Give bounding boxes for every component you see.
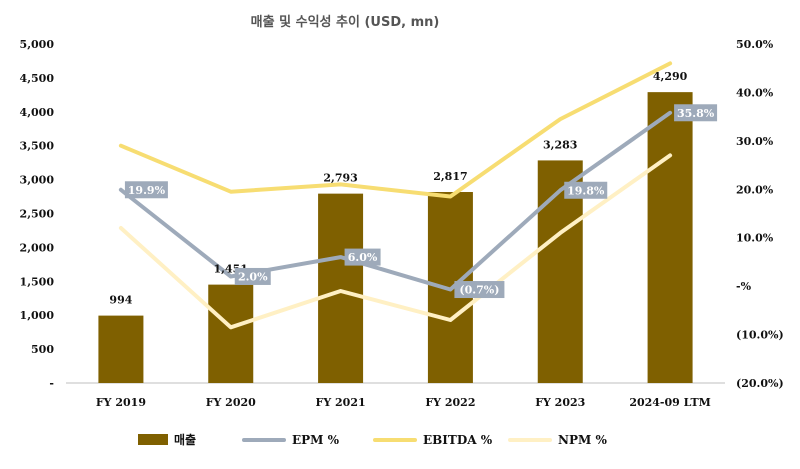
bar-data-label: 4,290 [653, 70, 688, 83]
epm-data-label: 35.8% [674, 104, 718, 122]
series-line-ebitda [118, 61, 673, 199]
series-line-epm [118, 110, 673, 292]
epm-data-labels: 19.9% 2.0% 6.0% (0.7%) 19.8% 35.8% [124, 104, 718, 299]
left-tick-label: 2,500 [20, 208, 55, 221]
right-axis: (20.0%) (10.0%) -% 10.0% 20.0% 30.0% 40.0% 50.0… [736, 38, 784, 390]
epm-data-label: 19.9% [124, 181, 168, 199]
right-tick-label: -% [736, 280, 752, 293]
right-tick-label: 50.0% [736, 38, 774, 51]
right-tick-label: 30.0% [736, 135, 774, 148]
epm-data-label: 19.8% [564, 181, 608, 199]
legend: 매출 EPM % EBITDA % NPM % [138, 432, 607, 447]
epm-label-text: (0.7%) [459, 284, 499, 297]
legend-item: EBITDA % [373, 433, 493, 447]
series-line-npm [118, 153, 673, 330]
bar [647, 92, 693, 383]
epm-label-box [124, 181, 168, 199]
epm-label-box [234, 267, 271, 285]
right-tick-label: 40.0% [736, 86, 774, 99]
epm-label-box [674, 104, 718, 122]
bar-data-label: 2,793 [323, 172, 357, 185]
x-tick-label: FY 2023 [535, 396, 585, 409]
bar-data-label: 2,817 [433, 170, 467, 183]
legend-item: NPM % [508, 433, 607, 447]
legend-label: NPM % [558, 433, 607, 447]
epm-label-text: 6.0% [348, 251, 378, 264]
x-axis: FY 2019 FY 2020 FY 2021 FY 2022 FY 2023 2024-… [96, 396, 711, 409]
epm-label-text: 19.8% [567, 184, 605, 197]
legend-swatch [138, 434, 168, 445]
bar-series [98, 92, 693, 383]
left-tick-label: 5,000 [20, 38, 55, 51]
epm-data-label: 6.0% [344, 248, 381, 266]
left-axis: - 500 1,000 1,500 2,000 2,500 3,000 3,500 4,000 4… [20, 38, 55, 390]
bar-data-label: 3,283 [543, 138, 577, 151]
legend-label: EPM % [292, 433, 340, 447]
right-tick-label: (20.0%) [736, 377, 784, 390]
left-tick-label: 4,000 [20, 106, 55, 119]
epm-label-box [344, 248, 381, 266]
legend-item: 매출 [138, 432, 196, 447]
epm-label-text: 19.9% [128, 184, 166, 197]
epm-label-text: 35.8% [677, 107, 715, 120]
epm-label-box [564, 181, 608, 199]
left-tick-label: 4,500 [20, 72, 55, 85]
epm-data-label: 2.0% [234, 267, 271, 285]
left-tick-label: 1,000 [20, 309, 55, 322]
legend-item: EPM % [242, 433, 340, 447]
legend-label: EBITDA % [423, 433, 493, 447]
bar-data-label: 994 [109, 294, 132, 307]
right-tick-label: 10.0% [736, 232, 774, 245]
x-tick-label: 2024-09 LTM [629, 396, 711, 409]
line-series [118, 61, 673, 330]
x-tick-label: FY 2019 [96, 396, 146, 409]
epm-label-box [454, 281, 505, 299]
left-tick-label: 2,000 [20, 241, 55, 254]
bar [208, 284, 254, 383]
left-tick-label: 3,500 [20, 140, 55, 153]
left-tick-label: - [49, 377, 54, 390]
epm-data-label: (0.7%) [454, 281, 505, 299]
x-tick-label: FY 2022 [425, 396, 475, 409]
legend-label: 매출 [174, 432, 196, 447]
bar [98, 315, 144, 383]
epm-label-text: 2.0% [238, 270, 268, 283]
x-tick-label: FY 2020 [206, 396, 256, 409]
left-tick-label: 500 [31, 343, 54, 356]
left-tick-label: 1,500 [20, 275, 55, 288]
x-tick-label: FY 2021 [316, 396, 366, 409]
chart-title: 매출 및 수익성 추이 (USD, mn) [251, 14, 440, 30]
left-tick-label: 3,000 [20, 174, 55, 187]
right-tick-label: 20.0% [736, 183, 774, 196]
bar [318, 193, 364, 383]
right-tick-label: (10.0%) [736, 329, 784, 342]
